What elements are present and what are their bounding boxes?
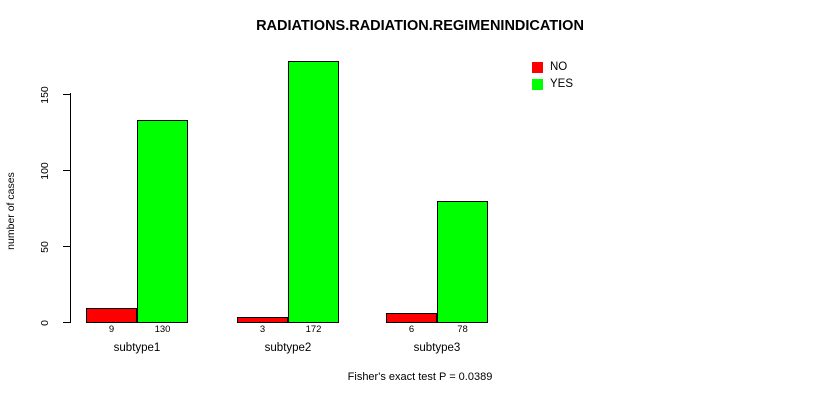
legend-item-no[interactable]: NO [532,60,573,75]
bar-subtype3-no[interactable] [386,313,437,323]
y-axis-line [70,93,71,323]
bar-subtype1-no[interactable] [86,308,137,323]
legend-label-yes: YES [550,78,574,90]
statistical-annotation: Fisher's exact test P = 0.0389 [347,371,493,383]
y-tick-150 [63,94,70,95]
bar-value-subtype2-no: 3 [259,324,266,335]
y-tick-label-100: 100 [39,162,51,180]
legend-item-yes[interactable]: YES [532,77,573,92]
bar-value-subtype1-yes: 130 [154,324,171,335]
legend-label-no: NO [550,61,568,73]
y-tick-50 [63,246,70,247]
y-tick-label-0: 0 [39,320,51,326]
bar-subtype1-yes[interactable] [137,120,188,323]
legend-swatch-yes-icon [532,79,543,90]
y-axis-label: number of cases [5,172,17,250]
y-tick-label-150: 150 [39,86,51,104]
chart-legend: NO YES [532,60,573,94]
bar-value-subtype3-no: 6 [408,324,415,335]
bar-subtype2-yes[interactable] [288,61,339,323]
category-label-subtype2: subtype2 [264,342,312,354]
bar-value-subtype1-no: 9 [108,324,115,335]
bar-subtype2-no[interactable] [237,317,288,323]
category-label-subtype1: subtype1 [113,342,161,354]
bar-value-subtype2-yes: 172 [305,324,322,335]
y-tick-0 [63,322,70,323]
y-tick-label-50: 50 [39,241,51,253]
bar-value-subtype3-yes: 78 [457,324,468,335]
chart-title: RADIATIONS.RADIATION.REGIMENINDICATION [256,18,584,34]
y-tick-100 [63,170,70,171]
category-label-subtype3: subtype3 [413,342,461,354]
bar-subtype3-yes[interactable] [437,201,488,323]
legend-swatch-no-icon [532,62,543,73]
